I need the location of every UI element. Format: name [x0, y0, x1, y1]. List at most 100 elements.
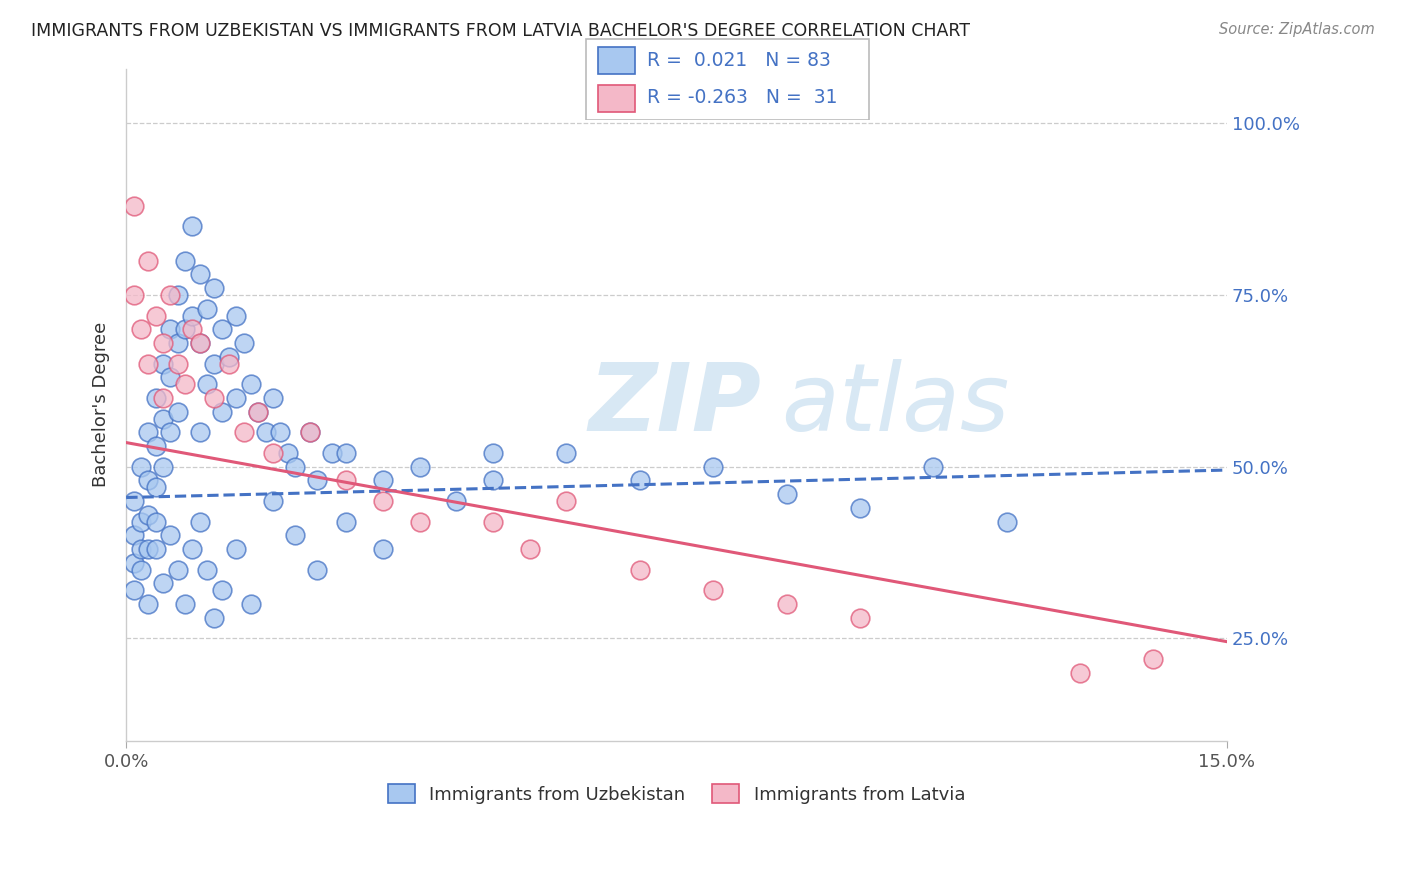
FancyBboxPatch shape [586, 39, 869, 120]
Point [849, 610, 872, 624]
Point [335, 515, 357, 529]
Point [371, 541, 394, 556]
Point [240, 597, 263, 611]
Point [166, 405, 188, 419]
Point [195, 563, 218, 577]
Point [181, 309, 204, 323]
Text: IMMIGRANTS FROM UZBEKISTAN VS IMMIGRANTS FROM LATVIA BACHELOR'S DEGREE CORRELATI: IMMIGRANTS FROM UZBEKISTAN VS IMMIGRANTS… [31, 22, 970, 40]
Point [628, 563, 651, 577]
Point [482, 474, 505, 488]
Text: R =  0.021   N = 83: R = 0.021 N = 83 [647, 52, 831, 70]
Point [174, 597, 197, 611]
Point [284, 528, 307, 542]
Point [232, 425, 254, 440]
Point [262, 446, 284, 460]
Point [232, 336, 254, 351]
Point [129, 541, 152, 556]
Point [211, 583, 233, 598]
Point [211, 322, 233, 336]
Point [305, 563, 328, 577]
Point [122, 528, 145, 542]
Point [159, 528, 181, 542]
Point [482, 515, 505, 529]
Point [152, 576, 174, 591]
Point [136, 541, 159, 556]
Point [122, 288, 145, 302]
Point [247, 405, 270, 419]
Point [174, 253, 197, 268]
Bar [598, 47, 636, 74]
Point [136, 357, 159, 371]
Point [122, 199, 145, 213]
Point [555, 494, 578, 508]
Point [240, 377, 263, 392]
Point [702, 459, 724, 474]
Point [298, 425, 321, 440]
Point [159, 370, 181, 384]
Bar [598, 85, 636, 112]
Point [122, 494, 145, 508]
Point [371, 494, 394, 508]
Point [371, 474, 394, 488]
Point [136, 253, 159, 268]
Point [1142, 652, 1164, 666]
Point [195, 301, 218, 316]
Point [1069, 665, 1091, 680]
Point [922, 459, 945, 474]
Point [262, 494, 284, 508]
Point [335, 474, 357, 488]
Point [254, 425, 277, 440]
Point [129, 563, 152, 577]
Point [166, 357, 188, 371]
Point [188, 268, 211, 282]
Point [555, 446, 578, 460]
Point [775, 597, 797, 611]
Point [145, 480, 167, 494]
Legend: Immigrants from Uzbekistan, Immigrants from Latvia: Immigrants from Uzbekistan, Immigrants f… [378, 775, 974, 813]
Point [152, 336, 174, 351]
Point [166, 563, 188, 577]
Point [298, 425, 321, 440]
Point [202, 281, 225, 295]
Point [136, 508, 159, 522]
Point [181, 322, 204, 336]
Point [995, 515, 1018, 529]
Point [181, 219, 204, 234]
Point [181, 541, 204, 556]
Point [409, 515, 432, 529]
Text: R = -0.263   N =  31: R = -0.263 N = 31 [647, 88, 838, 107]
Point [225, 541, 247, 556]
Point [284, 459, 307, 474]
Point [409, 459, 432, 474]
Point [159, 425, 181, 440]
Point [202, 357, 225, 371]
Point [174, 322, 197, 336]
Point [262, 391, 284, 405]
Point [129, 322, 152, 336]
Point [159, 288, 181, 302]
Point [202, 391, 225, 405]
Text: atlas: atlas [782, 359, 1010, 450]
Point [218, 350, 240, 364]
Point [305, 474, 328, 488]
Point [188, 336, 211, 351]
Text: Source: ZipAtlas.com: Source: ZipAtlas.com [1219, 22, 1375, 37]
Point [129, 459, 152, 474]
Point [335, 446, 357, 460]
Point [775, 487, 797, 501]
Point [122, 556, 145, 570]
Point [152, 391, 174, 405]
Point [482, 446, 505, 460]
Point [152, 411, 174, 425]
Point [269, 425, 291, 440]
Point [211, 405, 233, 419]
Text: ZIP: ZIP [589, 359, 762, 450]
Point [195, 377, 218, 392]
Point [129, 515, 152, 529]
Point [145, 439, 167, 453]
Point [849, 500, 872, 515]
Point [225, 309, 247, 323]
Point [166, 288, 188, 302]
Point [628, 474, 651, 488]
Point [519, 541, 541, 556]
